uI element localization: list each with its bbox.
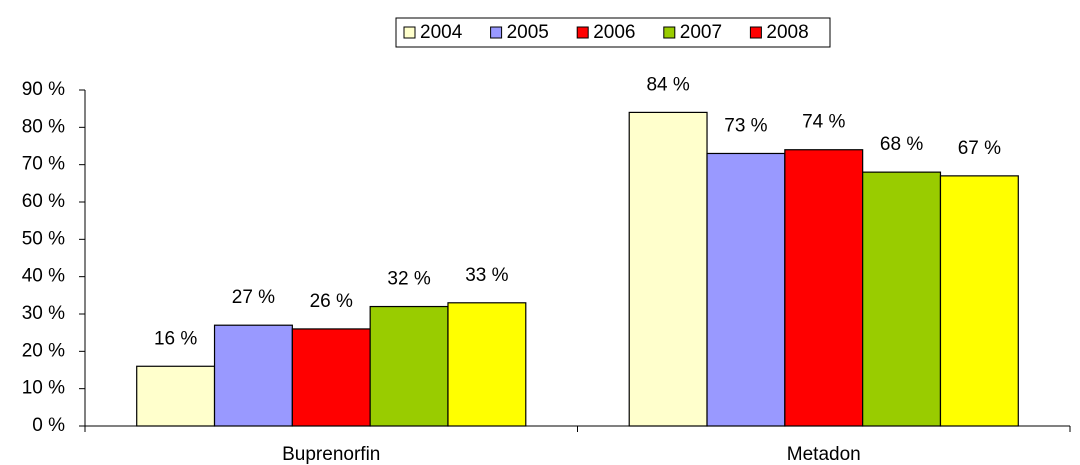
legend-swatch — [403, 26, 416, 39]
value-label: 32 % — [387, 269, 430, 290]
legend-label: 2004 — [420, 22, 463, 43]
legend-label: 2005 — [507, 22, 549, 43]
bar — [447, 302, 527, 427]
value-label: 68 % — [880, 134, 923, 155]
value-label: 26 % — [310, 291, 353, 312]
value-label: 67 % — [958, 138, 1001, 159]
bar — [136, 365, 216, 427]
value-label: 73 % — [724, 115, 767, 136]
legend-label: 2007 — [680, 22, 722, 43]
y-tick-label: 60 % — [22, 191, 65, 212]
legend-swatch — [576, 26, 589, 39]
legend-swatch — [663, 26, 676, 39]
x-tick-label: Buprenorfin — [282, 444, 380, 465]
y-tick-label: 40 % — [22, 266, 65, 287]
legend-label: 2006 — [593, 22, 635, 43]
y-tick-label: 0 % — [32, 415, 65, 436]
bar — [369, 305, 449, 427]
y-tick-label: 20 % — [22, 340, 65, 361]
value-label: 74 % — [802, 112, 845, 133]
value-label: 84 % — [646, 74, 689, 95]
y-tick-label: 10 % — [22, 378, 65, 399]
y-tick-label: 80 % — [22, 116, 65, 137]
legend-swatch — [749, 26, 762, 39]
bar — [213, 324, 293, 427]
y-tick-label: 30 % — [22, 303, 65, 324]
bar — [862, 171, 942, 427]
bar — [291, 328, 371, 427]
legend-label: 2008 — [766, 22, 808, 43]
value-label: 16 % — [154, 328, 197, 349]
x-tick-label: Metadon — [787, 444, 861, 465]
value-label: 27 % — [232, 287, 275, 308]
y-tick-label: 90 % — [22, 79, 65, 100]
bar — [939, 175, 1019, 427]
bar — [784, 149, 864, 427]
bar — [706, 152, 786, 427]
value-label: 33 % — [465, 265, 508, 286]
y-tick-label: 70 % — [22, 154, 65, 175]
y-tick-label: 50 % — [22, 228, 65, 249]
bar — [628, 111, 708, 427]
legend-swatch — [490, 26, 503, 39]
